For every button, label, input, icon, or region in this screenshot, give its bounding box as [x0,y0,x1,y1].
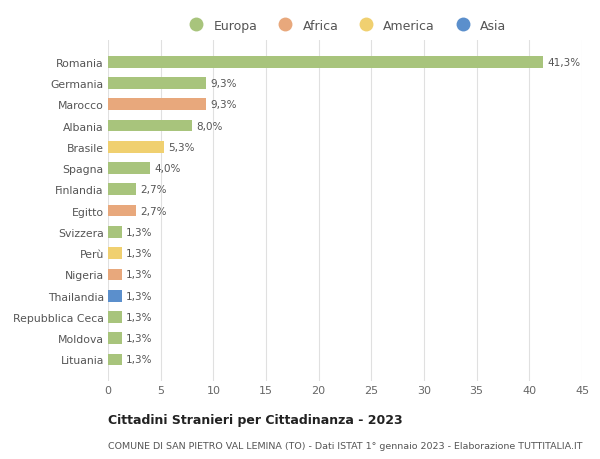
Text: 2,7%: 2,7% [140,185,167,195]
Text: COMUNE DI SAN PIETRO VAL LEMINA (TO) - Dati ISTAT 1° gennaio 2023 - Elaborazione: COMUNE DI SAN PIETRO VAL LEMINA (TO) - D… [108,441,583,450]
Bar [108,163,150,174]
Bar [108,269,122,280]
Text: 1,3%: 1,3% [126,334,152,343]
Bar [108,78,206,90]
Bar [108,142,164,153]
Text: 9,3%: 9,3% [210,100,236,110]
Bar [108,354,122,365]
Bar [108,184,136,196]
Text: 9,3%: 9,3% [210,79,236,89]
Text: 5,3%: 5,3% [168,142,194,152]
Bar [108,57,543,68]
Bar [108,120,192,132]
Bar [108,227,122,238]
Text: 1,3%: 1,3% [126,312,152,322]
Text: 2,7%: 2,7% [140,206,167,216]
Bar [108,248,122,259]
Text: Cittadini Stranieri per Cittadinanza - 2023: Cittadini Stranieri per Cittadinanza - 2… [108,413,403,426]
Legend: Europa, Africa, America, Asia: Europa, Africa, America, Asia [181,17,509,35]
Bar [108,205,136,217]
Bar [108,99,206,111]
Text: 4,0%: 4,0% [154,164,181,174]
Text: 41,3%: 41,3% [547,57,580,67]
Bar [108,290,122,302]
Text: 1,3%: 1,3% [126,270,152,280]
Text: 1,3%: 1,3% [126,291,152,301]
Text: 1,3%: 1,3% [126,355,152,365]
Text: 1,3%: 1,3% [126,249,152,258]
Bar [108,333,122,344]
Text: 1,3%: 1,3% [126,227,152,237]
Bar [108,311,122,323]
Text: 8,0%: 8,0% [196,121,223,131]
